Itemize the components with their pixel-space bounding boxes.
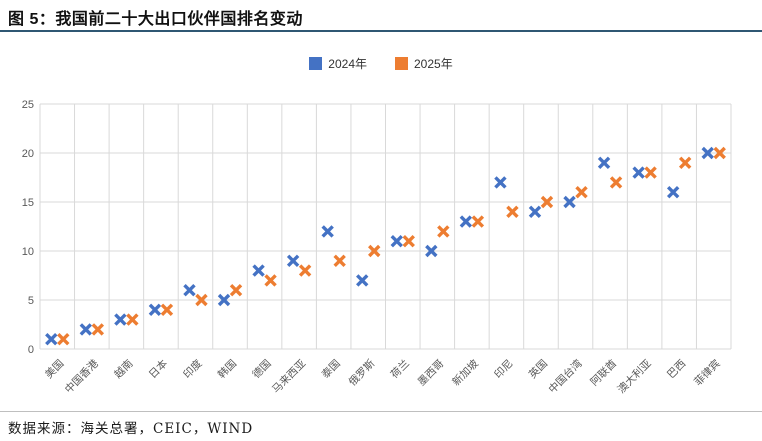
y-axis-tick-label: 10	[22, 246, 34, 258]
marker-2024-10	[390, 234, 403, 248]
x-axis-category-label: 越南	[111, 357, 135, 381]
y-axis-tick-label: 15	[22, 197, 34, 209]
chart-legend: 2024年 2025年	[0, 55, 762, 72]
x-axis-category-label: 荷兰	[388, 357, 412, 381]
marker-2024-17	[632, 166, 645, 179]
marker-2025-9	[368, 244, 381, 258]
x-axis-category-label: 日本	[146, 357, 170, 381]
marker-2025-14	[540, 195, 554, 209]
marker-2024-18	[666, 185, 680, 199]
x-axis-category-label: 印尼	[492, 358, 515, 381]
marker-2024-11	[425, 244, 438, 258]
x-axis-category-label: 俄罗斯	[346, 357, 378, 389]
marker-2025-8	[333, 254, 346, 268]
marker-2024-15	[563, 195, 576, 209]
marker-2025-1	[91, 323, 105, 336]
y-axis-tick-label: 0	[28, 344, 34, 356]
marker-2024-5	[217, 293, 231, 307]
legend-item-2025: 2025年	[395, 55, 453, 72]
legend-label-2025: 2025年	[414, 57, 453, 71]
marker-2025-5	[229, 283, 243, 297]
y-axis-tick-label: 5	[28, 295, 34, 307]
marker-2024-8	[321, 225, 334, 238]
legend-label-2024: 2024年	[328, 57, 367, 71]
x-axis-category-label: 墨西哥	[416, 358, 447, 389]
marker-2025-19	[713, 146, 726, 160]
x-axis-category-label: 中国香港	[62, 357, 101, 396]
marker-2024-16	[597, 156, 611, 170]
x-axis-category-label: 马来西亚	[270, 357, 309, 396]
marker-2025-6	[264, 274, 277, 287]
figure-title: 图 5：我国前二十大出口伙伴国排名变动	[8, 11, 303, 28]
y-axis-tick-label: 25	[22, 99, 34, 111]
legend-swatch-2025-icon	[395, 57, 408, 70]
marker-2025-3	[160, 303, 174, 317]
x-axis-category-label: 英国	[526, 357, 550, 381]
marker-2025-16	[609, 176, 623, 189]
x-axis-category-label: 美国	[42, 357, 66, 381]
marker-2024-0	[45, 332, 58, 346]
marker-2024-1	[79, 323, 93, 336]
marker-2025-15	[575, 185, 588, 199]
marker-2025-18	[678, 156, 692, 170]
x-axis-category-label: 泰国	[319, 357, 343, 381]
marker-2024-19	[701, 146, 714, 160]
x-axis-category-label: 阿联酋	[588, 357, 619, 388]
marker-2025-7	[298, 264, 312, 277]
marker-2024-6	[252, 264, 265, 277]
x-axis-category-label: 印度	[181, 357, 205, 381]
marker-2025-0	[57, 332, 70, 346]
marker-2024-3	[148, 303, 162, 317]
marker-2025-4	[195, 293, 208, 307]
x-axis-category-label: 巴西	[665, 358, 688, 381]
marker-2025-17	[644, 166, 657, 179]
marker-2024-7	[286, 254, 300, 268]
marker-2025-10	[402, 234, 415, 248]
legend-item-2024: 2024年	[309, 55, 367, 72]
data-source-note: 数据来源：海关总署，CEIC，WIND	[8, 421, 254, 437]
x-axis-category-label: 澳大利亚	[615, 357, 654, 396]
marker-2025-13	[506, 205, 519, 219]
legend-swatch-2024-icon	[309, 57, 323, 70]
x-axis-category-label: 德国	[250, 357, 274, 381]
marker-2024-14	[528, 205, 542, 219]
marker-2024-12	[459, 215, 473, 228]
marker-2025-12	[471, 215, 485, 228]
y-axis-tick-label: 20	[22, 148, 34, 160]
x-axis-category-label: 菲律宾	[691, 357, 722, 388]
x-axis-category-label: 韩国	[215, 357, 239, 381]
marker-2024-9	[356, 274, 369, 287]
marker-2025-2	[126, 313, 139, 326]
marker-2025-11	[437, 225, 450, 238]
marker-2024-4	[183, 283, 196, 297]
footer-divider	[0, 411, 762, 412]
title-divider	[0, 30, 762, 32]
x-axis-category-label: 中国台湾	[546, 357, 585, 396]
marker-2024-2	[114, 313, 127, 326]
x-axis-category-label: 新加坡	[450, 357, 482, 389]
marker-2024-13	[494, 176, 507, 189]
